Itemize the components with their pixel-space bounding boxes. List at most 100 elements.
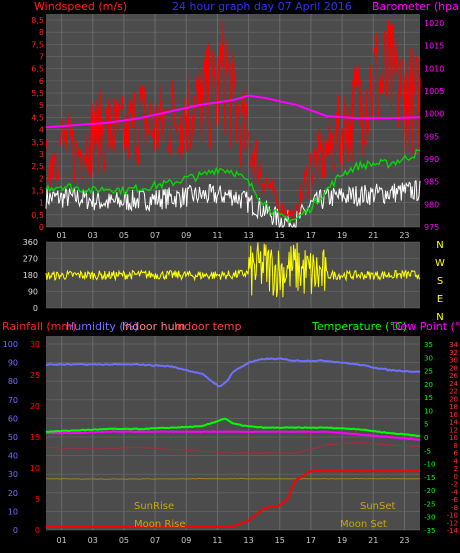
barometer-tick-label: 980 bbox=[424, 200, 439, 209]
barometer-tick-label: 1000 bbox=[424, 110, 444, 119]
dewpoint-tick-label: -6 bbox=[451, 496, 459, 504]
indoor-hum-title: Indoor hum bbox=[122, 320, 185, 333]
windspeed-tick-label: 1,5 bbox=[31, 186, 44, 195]
dewpoint-tick-label: 20 bbox=[449, 395, 458, 403]
x-tick-label: 11 bbox=[212, 231, 222, 240]
compass-letter-N: N bbox=[436, 312, 443, 323]
dewpoint-tick-label: 28 bbox=[449, 364, 458, 372]
barometer-tick-label: 995 bbox=[424, 132, 439, 141]
dewpoint-tick-label: 10 bbox=[449, 434, 458, 442]
barometer-tick-label: 985 bbox=[424, 178, 439, 187]
windspeed-tick-label: 5,5 bbox=[31, 89, 44, 98]
windspeed-tick-label: 7,5 bbox=[31, 40, 44, 49]
temperature-tick-label: 35 bbox=[424, 341, 433, 349]
windspeed-tick-label: 0,5 bbox=[31, 211, 44, 220]
rainfall-line bbox=[46, 470, 420, 528]
temperature-tick-label: 15 bbox=[424, 394, 433, 402]
temperature-tick-label: -20 bbox=[424, 487, 435, 495]
x-tick-label: 05 bbox=[119, 536, 129, 545]
temperature-line bbox=[45, 417, 421, 437]
rainfall-tick-label: 5 bbox=[35, 495, 40, 504]
temperature-tick-label: 20 bbox=[424, 381, 433, 389]
x-tick-label: 03 bbox=[88, 231, 98, 240]
humidity-tick-label: 40 bbox=[8, 452, 18, 461]
moonset-label: Moon Set bbox=[340, 519, 387, 530]
humidity-tick-label: 80 bbox=[8, 377, 18, 386]
temperature-tick-label: 10 bbox=[424, 407, 433, 415]
indoor-temp-line bbox=[45, 441, 420, 455]
dewpoint-tick-label: 8 bbox=[454, 442, 458, 450]
x-tick-label: 07 bbox=[150, 231, 160, 240]
direction-tick-label: 360 bbox=[23, 238, 38, 247]
dewpoint-line bbox=[45, 430, 421, 441]
direction-line bbox=[45, 242, 421, 298]
rain-temp-grid bbox=[46, 336, 420, 531]
gust-line bbox=[45, 180, 421, 229]
windspeed-tick-label: 1 bbox=[39, 199, 44, 208]
x-tick-label: 07 bbox=[150, 536, 160, 545]
windspeed-tick-label: 3,5 bbox=[31, 138, 44, 147]
temperature-tick-label: 30 bbox=[424, 354, 433, 362]
barometer-tick-label: 1020 bbox=[424, 19, 444, 28]
dewpoint-tick-label: 0 bbox=[454, 473, 458, 481]
dewpoint-tick-label: 30 bbox=[449, 357, 458, 365]
humidity-tick-label: 10 bbox=[8, 507, 18, 516]
windspeed-tick-label: 6 bbox=[39, 77, 44, 86]
indoor-hum-line bbox=[45, 477, 421, 480]
temperature-tick-label: -30 bbox=[424, 514, 435, 522]
rainfall-tick-label: 10 bbox=[30, 464, 40, 473]
x-tick-label: 01 bbox=[56, 536, 66, 545]
dewpoint-tick-label: -8 bbox=[451, 504, 458, 512]
dewpoint-tick-label: 2 bbox=[454, 465, 458, 473]
dewpoint-tick-label: -14 bbox=[447, 527, 459, 535]
barometer-tick-label: 990 bbox=[424, 155, 439, 164]
dewpoint-tick-label: 26 bbox=[449, 372, 458, 380]
temperature-axis-title: Temperature (°C) bbox=[311, 320, 407, 333]
dewpoint-tick-label: 12 bbox=[449, 426, 458, 434]
x-tick-label: 11 bbox=[212, 536, 222, 545]
sunrise-label: SunRise bbox=[134, 501, 174, 512]
avg-wind-line bbox=[45, 148, 421, 224]
x-tick-label: 21 bbox=[368, 536, 378, 545]
barometer-tick-label: 1015 bbox=[424, 42, 444, 51]
humidity-axis-title: Humidity (%) bbox=[66, 320, 138, 333]
windspeed-tick-label: 8 bbox=[39, 28, 44, 37]
direction-tick-label: 0 bbox=[33, 304, 38, 313]
x-tick-label: 03 bbox=[88, 536, 98, 545]
dewpoint-tick-label: 22 bbox=[449, 388, 458, 396]
direction-tick-label: 90 bbox=[28, 288, 38, 297]
wind-x-ticks: 01 03 05 07 09 11 13 15 17 19 21 23 bbox=[56, 231, 409, 240]
humidity-tick-label: 30 bbox=[8, 470, 18, 479]
dewpoint-tick-label: 24 bbox=[449, 380, 458, 388]
windspeed-tick-label: 4 bbox=[39, 126, 44, 135]
x-tick-label: 23 bbox=[399, 231, 409, 240]
temperature-tick-label: 5 bbox=[424, 421, 428, 429]
humidity-tick-label: 50 bbox=[8, 433, 18, 442]
temperature-tick-label: -10 bbox=[424, 461, 435, 469]
humidity-tick-label: 100 bbox=[3, 340, 18, 349]
x-tick-label: 21 bbox=[368, 231, 378, 240]
compass-letter-E: E bbox=[437, 294, 443, 305]
x-tick-label: 05 bbox=[119, 231, 129, 240]
temperature-tick-label: 25 bbox=[424, 368, 433, 376]
compass-letter-W: W bbox=[435, 258, 445, 269]
dewpoint-tick-label: 34 bbox=[449, 341, 458, 349]
wind-series bbox=[45, 19, 421, 229]
x-tick-label: 09 bbox=[181, 231, 191, 240]
indoor-temp-title: Indoor temp bbox=[174, 320, 241, 333]
humidity-tick-label: 90 bbox=[8, 359, 18, 368]
x-tick-label: 19 bbox=[337, 536, 347, 545]
dewpoint-tick-label: 6 bbox=[454, 450, 459, 458]
compass-letter-S: S bbox=[437, 276, 443, 287]
dewpoint-tick-label: 16 bbox=[449, 411, 458, 419]
dewpoint-tick-label: -10 bbox=[447, 512, 458, 520]
moonrise-label: Moon Rise bbox=[134, 519, 185, 530]
direction-tick-label: 180 bbox=[23, 271, 38, 280]
direction-axis: 360 270 180 90 0 bbox=[23, 238, 38, 313]
barometer-axis-title: Barometer (hpa) bbox=[372, 0, 460, 13]
x-tick-label: 17 bbox=[306, 536, 316, 545]
x-tick-label: 09 bbox=[181, 536, 191, 545]
direction-tick-label: 270 bbox=[23, 255, 38, 264]
